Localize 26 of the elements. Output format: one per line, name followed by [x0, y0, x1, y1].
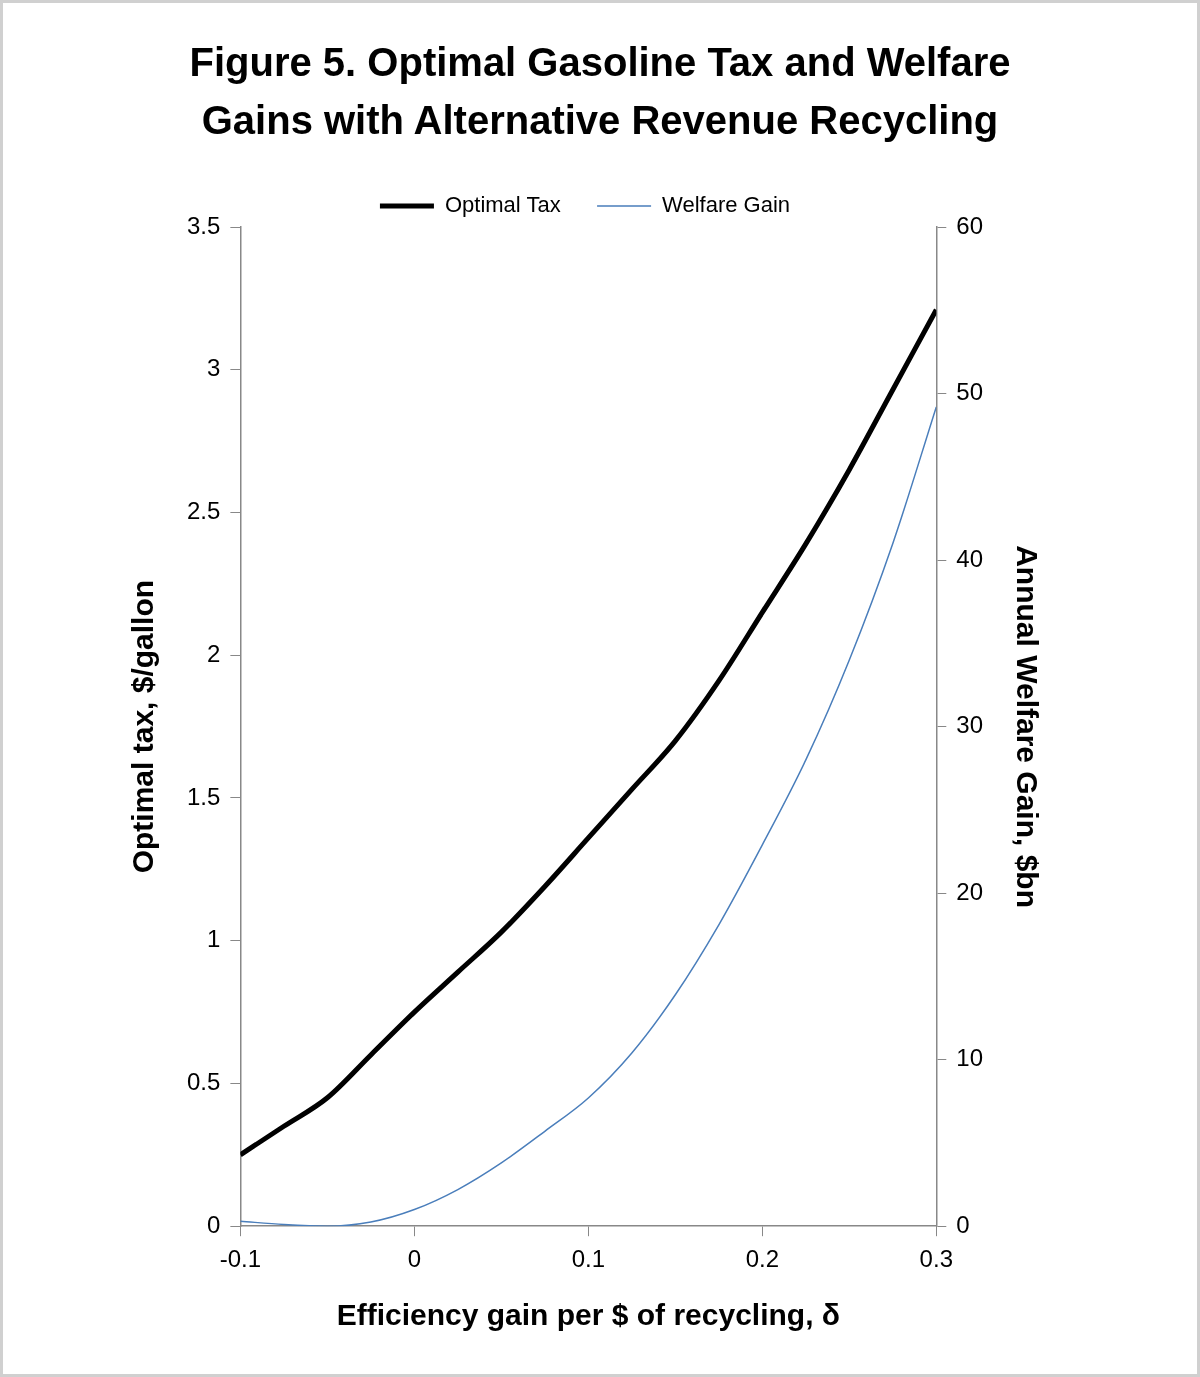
legend-label: Welfare Gain	[662, 192, 791, 218]
y2-tick-label: 20	[956, 877, 984, 905]
y2-tick-label: 60	[956, 211, 984, 239]
y-tick-label: 0.5	[186, 1068, 221, 1096]
y2-tick-label: 30	[956, 711, 984, 739]
y-tick-label: 2	[207, 639, 221, 667]
x-tick-label: 0.1	[571, 1245, 606, 1273]
x-axis-title: Efficiency gain per $ of recycling, δ	[336, 1298, 841, 1332]
x-tick-label: -0.1	[219, 1245, 262, 1273]
y-tick-label: 1	[207, 925, 221, 953]
y-tick-label: 3	[207, 354, 221, 382]
x-tick-label: 0.3	[919, 1245, 953, 1273]
y-tick-label: 0	[207, 1210, 221, 1238]
y2-tick-label: 40	[956, 544, 984, 572]
y2-axis-title: Annual Welfare Gain, $bn	[1010, 545, 1044, 909]
y2-tick-label: 0	[956, 1210, 970, 1238]
x-tick-label: 0.2	[745, 1245, 780, 1273]
legend-label: Optimal Tax	[444, 192, 561, 218]
y2-tick-label: 50	[956, 378, 984, 406]
y2-tick-label: 10	[956, 1044, 984, 1072]
y-tick-label: 3.5	[186, 211, 221, 239]
y-tick-label: 1.5	[186, 782, 221, 810]
y-tick-label: 2.5	[186, 497, 221, 525]
x-tick-label: 0	[407, 1245, 422, 1273]
chart-title: Figure 5. Optimal Gasoline Tax and Welfare Gains with Alternative Revenue Recycling	[188, 39, 1012, 144]
y-axis-title: Optimal tax, $/gallon	[126, 579, 160, 874]
